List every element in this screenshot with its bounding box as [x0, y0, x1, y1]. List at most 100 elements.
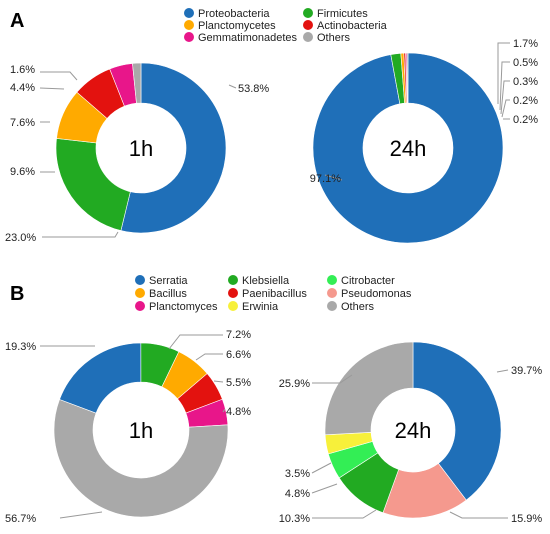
- legend-label: Erwinia: [242, 301, 279, 313]
- legend-swatch: [327, 275, 337, 285]
- legend-swatch: [303, 8, 313, 18]
- slice-others: [53, 399, 229, 518]
- data-label: 7.2%: [226, 329, 251, 341]
- legend-label: Planctomycetes: [198, 20, 276, 32]
- panel-label-b: B: [10, 283, 24, 305]
- legend-label: Bacillus: [149, 288, 187, 300]
- data-label: 4.4%: [10, 82, 35, 94]
- legend-label: Pseudomonas: [341, 288, 412, 300]
- donut-chart-b-24h: 39.7% 15.9% 10.3% 4.8% 3.5% 25.9% 24h: [279, 341, 542, 525]
- leader-line: [312, 509, 377, 519]
- legend-label: Others: [317, 32, 351, 44]
- slice-serratia: [412, 341, 502, 501]
- donut-center-label: 24h: [390, 136, 427, 161]
- legend-swatch: [327, 301, 337, 311]
- donut-chart-b-1h: 19.3% 7.2% 6.6% 5.5% 4.8% 56.7% 1h: [5, 329, 251, 525]
- legend-a: Proteobacteria Firmicutes Planctomycetes…: [184, 8, 388, 44]
- data-label: 0.3%: [513, 76, 538, 88]
- data-label: 97.1%: [310, 173, 341, 185]
- donut-chart-a-1h: 53.8% 23.0% 9.6% 7.6% 4.4% 1.6% 1h: [5, 62, 269, 244]
- data-label: 1.7%: [513, 38, 538, 50]
- data-label: 23.0%: [5, 232, 36, 244]
- leader-line: [195, 353, 223, 361]
- leader-line: [213, 380, 224, 383]
- legend-item-planctomyces: Planctomyces: [135, 301, 218, 313]
- legend-swatch: [228, 275, 238, 285]
- legend-item-planctomycetes: Planctomycetes: [184, 20, 276, 32]
- legend-b: Serratia Klebsiella Citrobacter Bacillus…: [135, 275, 412, 313]
- data-label: 25.9%: [279, 378, 310, 390]
- data-label: 4.8%: [285, 488, 310, 500]
- legend-swatch: [135, 301, 145, 311]
- legend-item-klebsiella: Klebsiella: [228, 275, 290, 287]
- legend-swatch: [184, 32, 194, 42]
- data-label: 15.9%: [511, 513, 542, 525]
- legend-swatch: [135, 275, 145, 285]
- leader-line: [222, 408, 226, 413]
- data-label: 0.2%: [513, 95, 538, 107]
- leader-line: [311, 462, 332, 474]
- data-label: 53.8%: [238, 83, 269, 95]
- legend-item-actinobacteria: Actinobacteria: [303, 20, 388, 32]
- legend-item-paenibacillus: Paenibacillus: [228, 288, 307, 300]
- legend-swatch: [228, 288, 238, 298]
- legend-label: Actinobacteria: [317, 20, 388, 32]
- slice-proteobacteria: [120, 62, 227, 234]
- legend-item-erwinia: Erwinia: [228, 301, 279, 313]
- legend-item-firmicutes: Firmicutes: [303, 8, 368, 20]
- leader-line: [228, 84, 237, 89]
- legend-label: Citrobacter: [341, 275, 395, 287]
- leader-line: [499, 61, 510, 111]
- legend-label: Klebsiella: [242, 275, 290, 287]
- data-label: 4.8%: [226, 406, 251, 418]
- leader-line: [168, 334, 223, 350]
- leader-line: [501, 99, 510, 118]
- legend-label: Planctomyces: [149, 301, 218, 313]
- slice-others: [132, 62, 142, 104]
- donut-center-label: 1h: [129, 418, 153, 443]
- slice-firmicutes: [55, 138, 131, 231]
- donut-chart-a-24h: 97.1% 1.7% 0.5% 0.3% 0.2% 0.2% 24h: [310, 38, 538, 244]
- data-label: 0.2%: [513, 114, 538, 126]
- donut-center-label: 1h: [129, 136, 153, 161]
- legend-swatch: [184, 8, 194, 18]
- slice-serratia: [59, 342, 142, 414]
- legend-swatch: [327, 288, 337, 298]
- legend-item-serratia: Serratia: [135, 275, 188, 287]
- data-label: 0.5%: [513, 57, 538, 69]
- legend-label: Proteobacteria: [198, 8, 270, 20]
- data-label: 6.6%: [226, 349, 251, 361]
- data-label: 39.7%: [511, 365, 542, 377]
- data-label: 19.3%: [5, 341, 36, 353]
- legend-item-citrobacter: Citrobacter: [327, 275, 395, 287]
- legend-swatch: [228, 301, 238, 311]
- leader-line: [324, 174, 343, 181]
- leader-line: [311, 483, 338, 494]
- leader-line: [497, 42, 510, 104]
- slice-others: [406, 52, 409, 104]
- leader-line: [42, 231, 119, 238]
- legend-label: Paenibacillus: [242, 288, 307, 300]
- data-label: 7.6%: [10, 117, 35, 129]
- data-label: 3.5%: [285, 468, 310, 480]
- legend-item-proteobacteria: Proteobacteria: [184, 8, 270, 20]
- leader-line: [500, 80, 510, 115]
- data-label: 9.6%: [10, 166, 35, 178]
- slice-proteobacteria: [312, 52, 504, 244]
- legend-item-pseudomonas: Pseudomonas: [327, 288, 412, 300]
- leader-line: [496, 369, 509, 373]
- legend-swatch: [184, 20, 194, 30]
- legend-swatch: [303, 32, 313, 42]
- data-label: 1.6%: [10, 64, 35, 76]
- legend-label: Gemmatimonadetes: [198, 32, 298, 44]
- legend-label: Firmicutes: [317, 8, 368, 20]
- data-label: 10.3%: [279, 513, 310, 525]
- leader-line: [40, 71, 78, 81]
- data-label: 56.7%: [5, 513, 36, 525]
- legend-label: Serratia: [149, 275, 188, 287]
- data-label: 5.5%: [226, 377, 251, 389]
- leader-line: [449, 511, 508, 519]
- legend-item-gemmatimonadetes: Gemmatimonadetes: [184, 32, 298, 44]
- slice-others: [324, 341, 414, 436]
